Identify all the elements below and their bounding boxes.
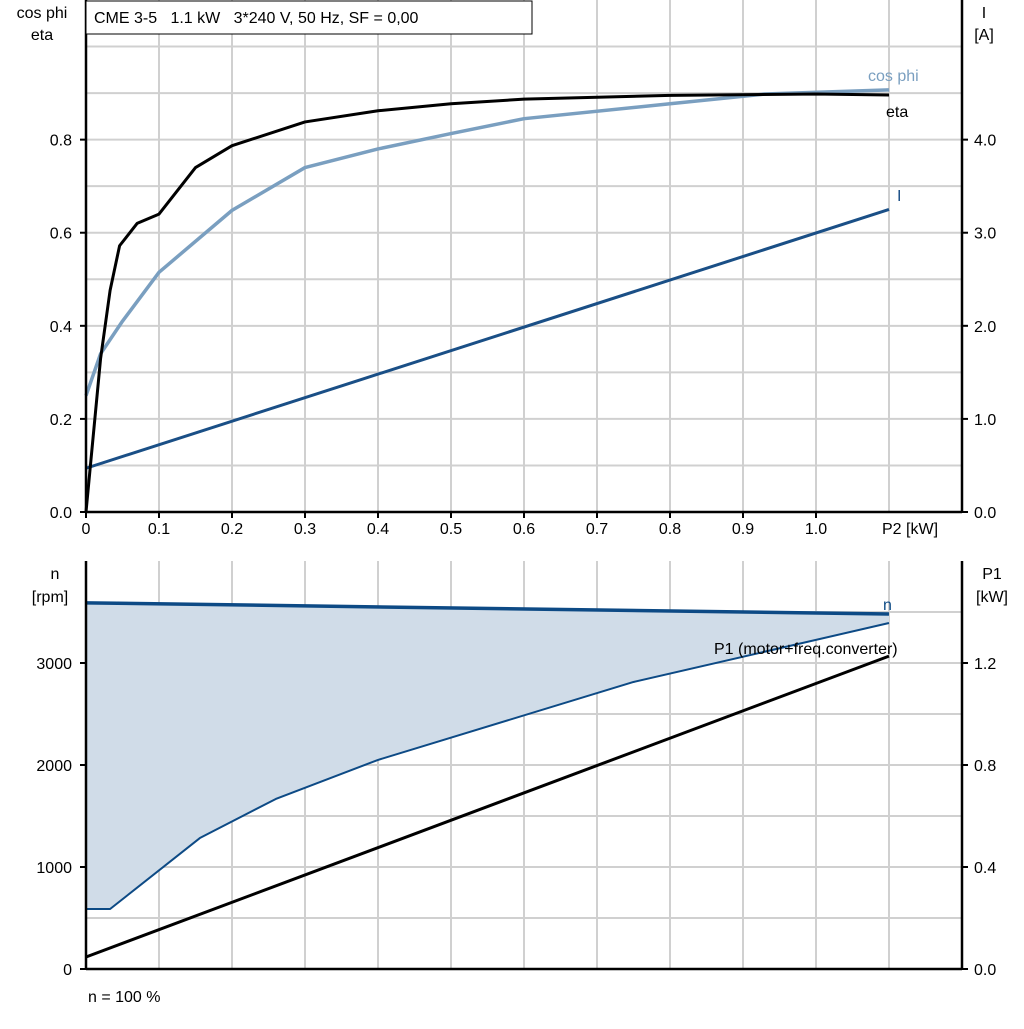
top-grid xyxy=(86,0,962,512)
bottom-right-ylabel-1: P1 xyxy=(982,566,1002,583)
top-left-ylabel-2: eta xyxy=(31,27,53,44)
y-tick-label-right: 0.8 xyxy=(974,758,996,775)
y-tick-label-right: 0.4 xyxy=(974,860,996,877)
top-right-ylabel-1: I xyxy=(982,5,986,22)
x-tick-label: 0.7 xyxy=(586,521,608,538)
y-tick-label-left: 2000 xyxy=(36,758,72,775)
y-tick-label-left: 0.6 xyxy=(50,226,72,243)
y-tick-label-right: 3.0 xyxy=(974,226,996,243)
title-box xyxy=(85,0,533,35)
top-xlabel: P2 [kW] xyxy=(882,521,938,538)
y-tick-label-right: 2.0 xyxy=(974,319,996,336)
label-P1: P1 (motor+freq.converter) xyxy=(714,641,898,658)
y-tick-label-right: 0.0 xyxy=(974,505,996,522)
series-n-line xyxy=(85,601,890,616)
y-tick-label-left: 1000 xyxy=(36,860,72,877)
x-tick-label: 1.0 xyxy=(805,521,827,538)
series-cos-phi-line xyxy=(84,88,890,397)
bottom-left-ylabel-1: n xyxy=(51,566,60,583)
y-tick-label-right: 4.0 xyxy=(974,133,996,150)
x-tick-label: 0 xyxy=(82,521,91,538)
x-tick-label: 0.4 xyxy=(367,521,389,538)
axes xyxy=(80,0,968,971)
series-n-min-line xyxy=(86,622,890,911)
bottom-series xyxy=(85,601,890,959)
y-tick-label-left: 0 xyxy=(63,962,72,979)
x-tick-label: 0.3 xyxy=(294,521,316,538)
x-tick-label: 0.8 xyxy=(659,521,681,538)
x-tick-label: 0.5 xyxy=(440,521,462,538)
label-eta: eta xyxy=(886,104,908,121)
top-left-ylabel-1: cos phi xyxy=(17,5,68,22)
label-cos-phi: cos phi xyxy=(868,68,919,85)
y-tick-label-right: 1.0 xyxy=(974,412,996,429)
tick-labels: 0 0.1 0.2 0.3 0.4 0.5 0.6 0.7 0.8 0.9 1.0 0.0 0.2 0.4… xyxy=(36,133,996,979)
chart-title: CME 3-5 1.1 kW 3*240 V, 50 Hz, SF = 0,00 xyxy=(94,10,419,27)
x-tick-label: 0.6 xyxy=(513,521,535,538)
footnote: n = 100 % xyxy=(88,989,161,1006)
x-tick-label: 0.2 xyxy=(221,521,243,538)
series-eta-line xyxy=(84,92,890,513)
y-tick-label-left: 3000 xyxy=(36,656,72,673)
series-I-line xyxy=(85,208,890,470)
y-tick-label-left: 0.4 xyxy=(50,319,72,336)
y-tick-label-left: 0.8 xyxy=(50,133,72,150)
x-tick-label: 0.1 xyxy=(148,521,170,538)
y-tick-label-right: 0.0 xyxy=(974,962,996,979)
speed-range-fill xyxy=(86,602,889,910)
top-right-ylabel-2: [A] xyxy=(974,27,994,44)
y-tick-label-left: 0.0 xyxy=(50,505,72,522)
bottom-left-ylabel-2: [rpm] xyxy=(32,589,68,606)
series-P1-line xyxy=(85,654,890,959)
y-tick-label-right: 1.2 xyxy=(974,656,996,673)
label-n: n xyxy=(883,597,892,614)
x-tick-label: 0.9 xyxy=(732,521,754,538)
top-series xyxy=(84,88,890,513)
label-I: I xyxy=(897,188,901,205)
bottom-right-ylabel-2: [kW] xyxy=(976,589,1008,606)
y-tick-label-left: 0.2 xyxy=(50,412,72,429)
